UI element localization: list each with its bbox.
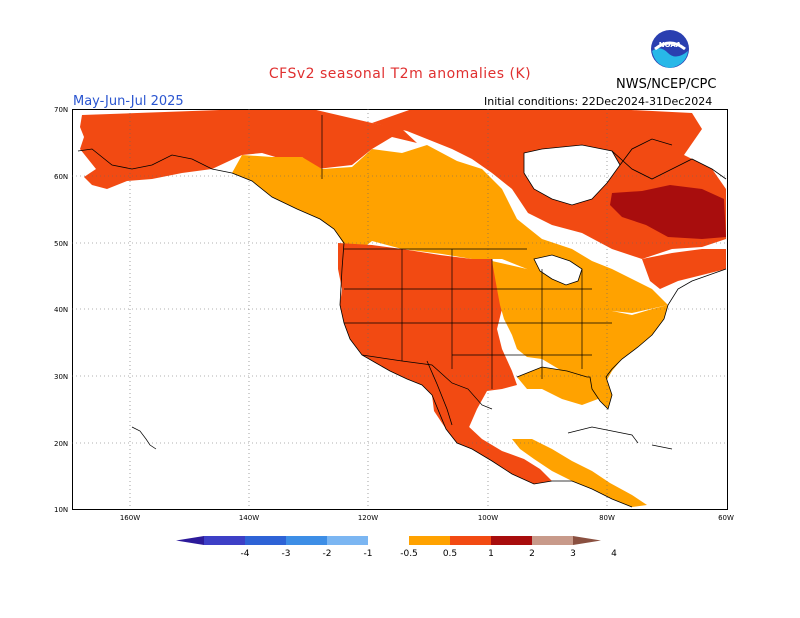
noaa-logo-text: NOAA	[659, 41, 682, 49]
map-frame	[72, 109, 728, 510]
lon-label-100w: 100W	[478, 514, 498, 522]
legend-tick-label: 2	[529, 549, 535, 559]
lon-label-160w: 160W	[120, 514, 140, 522]
no-anomaly-hudson-bay	[524, 145, 620, 205]
lat-label-40n: 40N	[54, 306, 68, 314]
initial-conditions: Initial conditions: 22Dec2024-31Dec2024	[484, 95, 713, 108]
legend-labels: -4 -3 -2 -1 -0.5 0.5 1 2 3 4	[241, 549, 618, 559]
agency-label: NWS/NCEP/CPC	[616, 77, 717, 92]
lon-label-140w: 140W	[239, 514, 259, 522]
lon-label-80w: 80W	[599, 514, 615, 522]
anomaly-map	[72, 109, 728, 510]
lon-label-120w: 120W	[358, 514, 378, 522]
legend-tick-label: -2	[323, 549, 332, 559]
anomaly-region-gulf-coast	[517, 367, 604, 405]
lat-label-60n: 60N	[54, 173, 68, 181]
legend-tick-label: -4	[241, 549, 250, 559]
map-title: CFSv2 seasonal T2m anomalies (K)	[268, 66, 532, 82]
anomaly-region-florida	[590, 377, 612, 409]
legend-swatch	[368, 536, 409, 545]
color-legend: -4 -3 -2 -1 -0.5 0.5 1 2 3 4	[176, 536, 618, 559]
legend-bar	[176, 536, 601, 545]
lon-label-60w: 60W	[718, 514, 734, 522]
anomaly-region-alaska	[80, 109, 417, 189]
legend-swatch	[491, 536, 532, 545]
anomaly-region-mexico	[432, 395, 552, 484]
political-borders	[321, 115, 612, 410]
legend-swatch	[327, 536, 368, 545]
noaa-logo-icon: NOAA	[651, 30, 689, 68]
legend-tick-label: 3	[570, 549, 576, 559]
lat-label-20n: 20N	[54, 440, 68, 448]
islands	[131, 426, 673, 450]
legend-swatch	[286, 536, 327, 545]
legend-swatch	[245, 536, 286, 545]
lat-label-50n: 50N	[54, 240, 68, 248]
anomaly-region-western-us	[338, 243, 517, 443]
lat-label-10n: 10N	[54, 506, 68, 514]
longitude-labels: 160W 140W 120W 100W 80W 60W	[120, 514, 734, 522]
legend-arrow-high	[573, 536, 601, 545]
coastlines	[77, 138, 727, 508]
legend-tick-label: 4	[611, 549, 617, 559]
no-anomaly-great-lakes	[534, 255, 582, 285]
legend-swatch	[204, 536, 245, 545]
legend-tick-label: 1	[488, 549, 494, 559]
legend-tick-label: 0.5	[443, 549, 457, 559]
lat-label-70n: 70N	[54, 106, 68, 114]
legend-arrow-low	[176, 536, 204, 545]
anomaly-region-atlantic-canada	[642, 249, 726, 289]
legend-tick-label: -3	[282, 549, 291, 559]
forecast-period: May-Jun-Jul 2025	[73, 94, 184, 109]
legend-swatch	[532, 536, 573, 545]
legend-swatch	[409, 536, 450, 545]
latitude-labels-outer: 70N 60N 50N 40N 30N 20N 10N	[54, 106, 68, 514]
legend-swatch	[450, 536, 491, 545]
anomaly-region-central-america	[512, 439, 647, 507]
legend-tick-label: -1	[364, 549, 373, 559]
anomaly-region-quebec-darkred	[610, 185, 726, 239]
anomaly-fields	[80, 109, 726, 507]
lat-label-30n: 30N	[54, 373, 68, 381]
legend-tick-label: -0.5	[400, 549, 418, 559]
